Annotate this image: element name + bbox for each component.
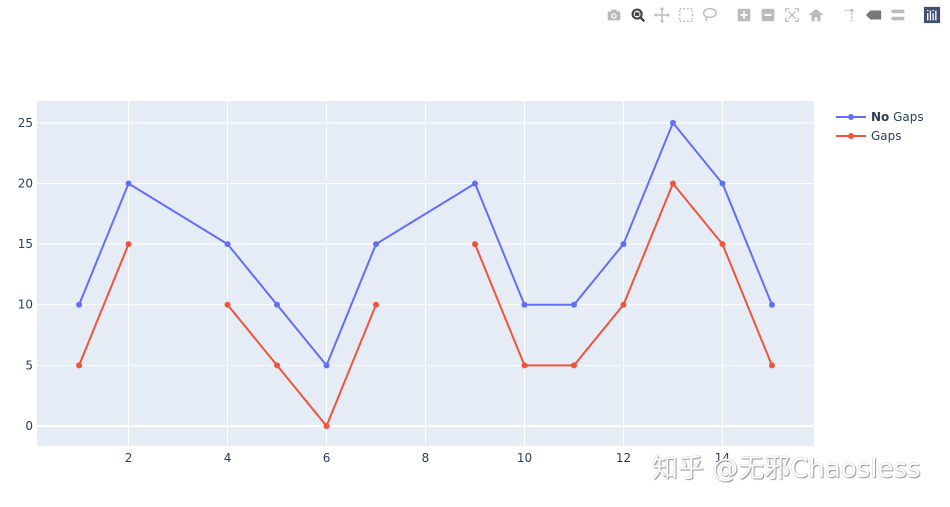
data-point[interactable] xyxy=(274,362,281,369)
data-point[interactable] xyxy=(669,180,676,187)
box-select-icon xyxy=(678,7,694,23)
trace-no-gaps[interactable] xyxy=(76,119,775,369)
zoom-out-button[interactable] xyxy=(758,5,778,25)
data-point[interactable] xyxy=(224,301,231,308)
y-tick-label: 20 xyxy=(18,176,33,190)
x-tick-label: 10 xyxy=(517,451,532,465)
trace-gaps[interactable] xyxy=(76,180,775,429)
home-button[interactable] xyxy=(806,5,826,25)
x-tick-label: 4 xyxy=(224,451,232,465)
x-axis-ticks: 2 4 6 8 10 12 14 xyxy=(125,451,730,465)
data-point[interactable] xyxy=(620,241,627,248)
data-point[interactable] xyxy=(224,241,231,248)
y-axis-ticks: 0 5 10 15 20 25 xyxy=(18,116,33,433)
pan-button[interactable] xyxy=(652,5,672,25)
legend-label: No Gaps xyxy=(871,110,924,124)
x-tick-label: 2 xyxy=(125,451,133,465)
zoom-button[interactable] xyxy=(628,5,648,25)
modebar xyxy=(600,4,942,26)
data-point[interactable] xyxy=(323,362,330,369)
y-tick-label: 5 xyxy=(25,358,33,372)
lasso-select-icon xyxy=(702,7,717,22)
hover-closest-icon xyxy=(865,10,882,20)
data-point[interactable] xyxy=(373,301,380,308)
data-point[interactable] xyxy=(274,301,281,308)
zoom-in-button[interactable] xyxy=(734,5,754,25)
data-point[interactable] xyxy=(76,362,83,369)
series-traces xyxy=(76,119,775,429)
data-point[interactable] xyxy=(76,301,83,308)
data-point[interactable] xyxy=(768,362,775,369)
data-point[interactable] xyxy=(620,301,627,308)
legend-label: Gaps xyxy=(871,129,902,143)
data-point[interactable] xyxy=(125,180,132,187)
y-tick-label: 10 xyxy=(18,298,33,312)
plotly-logo-icon xyxy=(923,6,941,24)
plotly-logo-button[interactable] xyxy=(922,5,942,25)
x-tick-label: 8 xyxy=(422,451,430,465)
hover-closest-button[interactable] xyxy=(864,5,884,25)
data-point[interactable] xyxy=(719,180,726,187)
pan-icon xyxy=(653,6,671,24)
y-tick-label: 15 xyxy=(18,237,33,251)
data-point[interactable] xyxy=(471,241,478,248)
y-tick-label: 0 xyxy=(25,419,33,433)
data-point[interactable] xyxy=(323,422,330,429)
data-point[interactable] xyxy=(570,301,577,308)
data-point[interactable] xyxy=(719,241,726,248)
data-point[interactable] xyxy=(570,362,577,369)
legend-item[interactable]: Gaps xyxy=(836,129,902,143)
x-tick-label: 14 xyxy=(715,451,730,465)
lasso-select-button[interactable] xyxy=(700,5,720,25)
data-point[interactable] xyxy=(521,301,528,308)
zoom-out-icon xyxy=(761,8,775,22)
legend: No Gaps Gaps xyxy=(836,110,924,143)
data-point[interactable] xyxy=(471,180,478,187)
data-point[interactable] xyxy=(768,301,775,308)
autoscale-button[interactable] xyxy=(782,5,802,25)
data-point[interactable] xyxy=(521,362,528,369)
home-icon xyxy=(808,8,824,22)
hover-compare-button[interactable] xyxy=(888,5,908,25)
box-select-button[interactable] xyxy=(676,5,696,25)
autoscale-icon xyxy=(785,8,799,22)
hover-compare-icon xyxy=(890,9,905,21)
camera-icon xyxy=(607,9,621,21)
spike-lines-button[interactable] xyxy=(840,5,860,25)
data-point[interactable] xyxy=(669,119,676,126)
legend-item[interactable]: No Gaps xyxy=(836,110,924,124)
spike-lines-icon xyxy=(844,8,854,23)
gridlines xyxy=(37,101,814,446)
data-point[interactable] xyxy=(373,241,380,248)
camera-button[interactable] xyxy=(604,5,624,25)
x-tick-label: 12 xyxy=(616,451,631,465)
y-tick-label: 25 xyxy=(18,116,33,130)
x-tick-label: 6 xyxy=(323,451,331,465)
zoom-in-icon xyxy=(737,8,751,22)
zoom-icon xyxy=(631,8,646,23)
data-point[interactable] xyxy=(125,241,132,248)
